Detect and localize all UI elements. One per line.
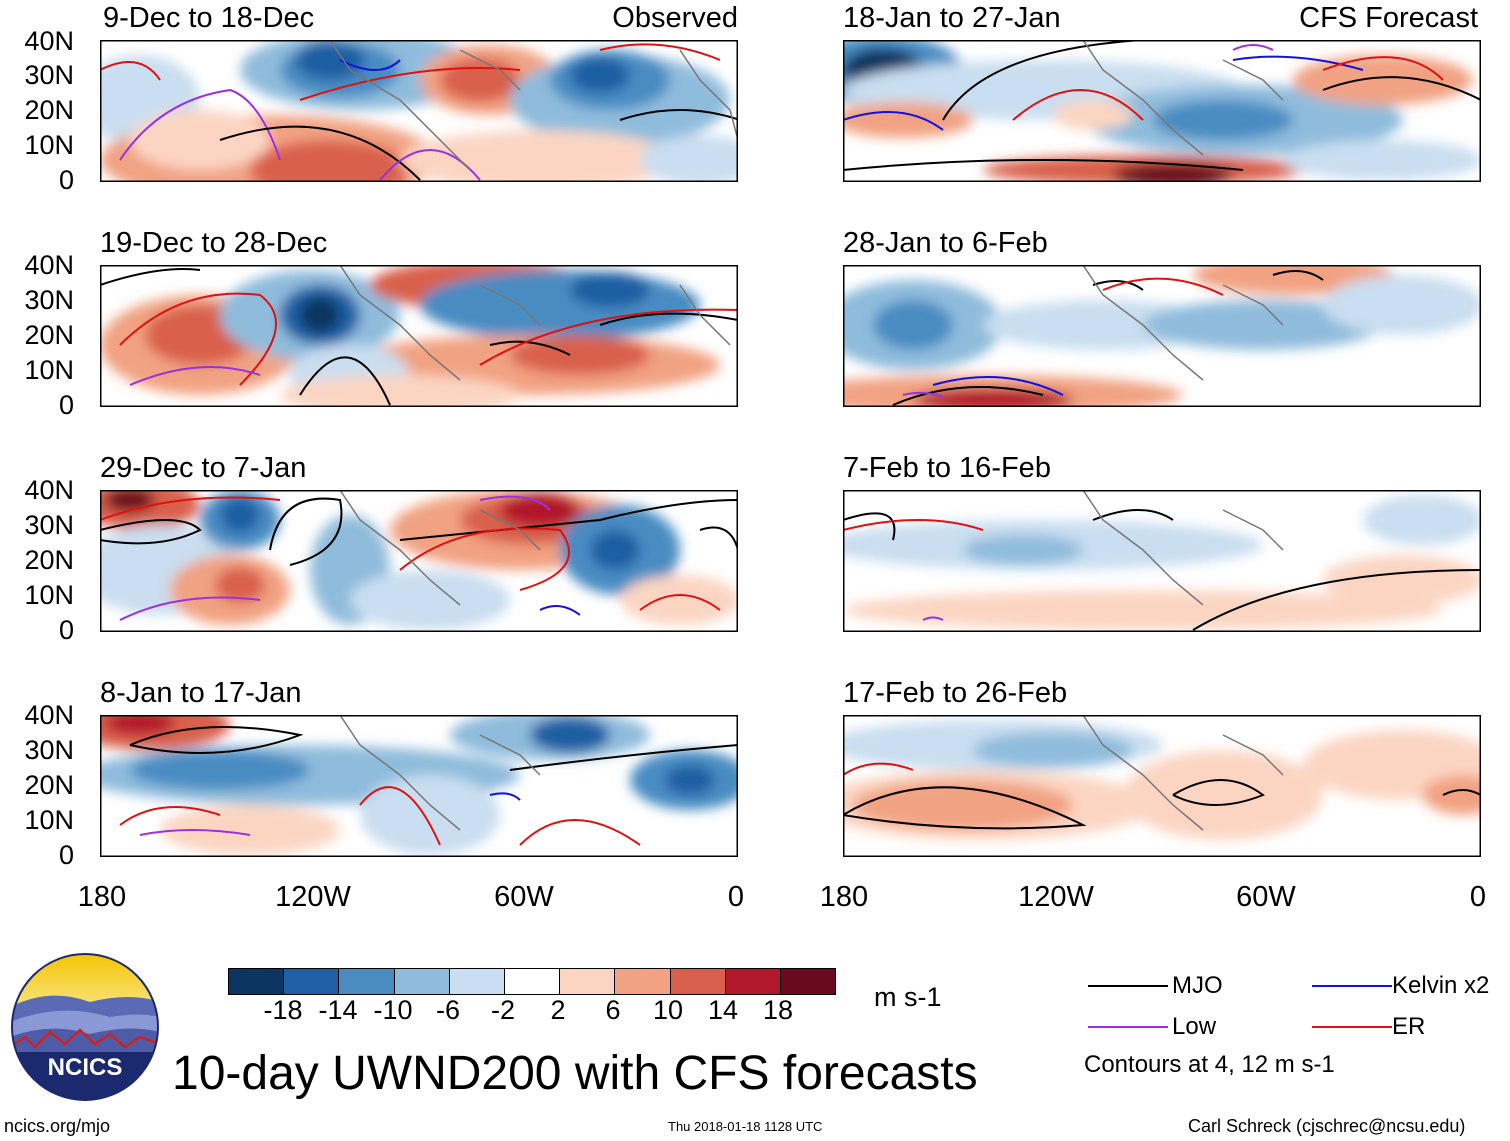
y-label-10n: 10N [24,355,74,385]
colorbar-swatch [503,969,560,994]
map-panel-left-1 [100,40,738,182]
y-label-0: 0 [58,840,74,870]
legend-line-mjo [1088,985,1168,987]
colorbar-label: -2 [490,995,515,1025]
colorbar-label: 18 [762,995,794,1025]
y-label-20n: 20N [24,545,74,575]
author-credit: Carl Schreck (cjschrec@ncsu.edu) [1188,1116,1466,1136]
y-label-40n: 40N [24,26,74,56]
colorbar-swatch [448,969,504,994]
map-panel-right-3 [843,490,1481,632]
map-panel-right-2 [843,265,1481,407]
colorbar-swatch [614,969,670,994]
y-label-10n: 10N [24,580,74,610]
legend-label-kelvin: Kelvin x2 [1392,972,1490,999]
x-label-0-left: 0 [727,881,745,913]
contour-note: Contours at 4, 12 m s-1 [1084,1051,1335,1078]
colorbar-swatch [338,969,394,994]
map-panel-right-4 [843,715,1481,857]
colorbar-swatch [283,969,339,994]
y-label-20n: 20N [24,770,74,800]
colorbar-label: 10 [652,995,684,1025]
y-label-10n: 10N [24,805,74,835]
map-panel-left-3 [100,490,738,632]
legend-label-mjo: MJO [1172,972,1223,999]
colorbar-label: 14 [707,995,739,1025]
cfs-forecast-label: CFS Forecast [1299,2,1478,34]
colorbar-label: 6 [605,995,621,1025]
panel-title-right-3: 7-Feb to 16-Feb [843,452,1051,484]
map-panel-left-2 [100,265,738,407]
x-label-0-right: 0 [1469,881,1487,913]
map-panel-left-4 [100,715,738,857]
panel-title-right-2: 28-Jan to 6-Feb [843,227,1048,259]
ncics-logo: NCICS [11,953,159,1101]
y-label-30n: 30N [24,735,74,765]
panel-title-right-1: 18-Jan to 27-Jan [843,2,1061,34]
colorbar-label: -18 [263,995,303,1025]
panel-title-left-1: 9-Dec to 18-Dec [103,2,315,34]
colorbar-label: -10 [373,995,413,1025]
y-label-20n: 20N [24,320,74,350]
colorbar-label: -6 [435,995,460,1025]
colorbar-swatch [559,969,615,994]
x-label-180-left: 180 [77,881,127,913]
x-label-120w-right: 120W [1018,881,1094,913]
legend-line-low [1088,1026,1168,1028]
observed-label: Observed [612,2,738,34]
x-label-60w-left: 60W [494,881,554,913]
colorbar-label: 2 [550,995,566,1025]
y-label-30n: 30N [24,60,74,90]
site-link[interactable]: ncics.org/mjo [4,1116,111,1136]
y-label-0: 0 [58,165,74,195]
legend-label-low: Low [1172,1013,1217,1040]
y-label-20n: 20N [24,95,74,125]
colorbar-swatch [393,969,449,994]
y-label-0: 0 [58,390,74,420]
panel-title-left-4: 8-Jan to 17-Jan [100,677,302,709]
y-label-40n: 40N [24,475,74,505]
figure-title: 10-day UWND200 with CFS forecasts [172,1047,978,1100]
y-label-30n: 30N [24,285,74,315]
x-label-60w-right: 60W [1236,881,1296,913]
map-panel-right-1 [843,40,1481,182]
panel-title-right-4: 17-Feb to 26-Feb [843,677,1068,709]
panel-title-left-2: 19-Dec to 28-Dec [100,227,328,259]
colorbar-label: -14 [318,995,358,1025]
timestamp: Thu 2018-01-18 1128 UTC [668,1119,823,1134]
colorbar-swatch [779,969,836,994]
x-label-120w-left: 120W [275,881,351,913]
y-label-10n: 10N [24,130,74,160]
legend-label-er: ER [1392,1013,1426,1040]
y-label-40n: 40N [24,250,74,280]
y-label-0: 0 [58,615,74,645]
colorbar-units: m s-1 [874,982,942,1012]
colorbar-swatch [229,969,284,994]
y-label-40n: 40N [24,700,74,730]
legend-line-er [1312,1026,1392,1028]
legend-line-kelvin [1312,985,1392,987]
colorbar-swatch [724,969,780,994]
y-label-30n: 30N [24,510,74,540]
x-label-180-right: 180 [819,881,869,913]
colorbar [228,968,836,995]
panel-title-left-3: 29-Dec to 7-Jan [100,452,307,484]
logo-text: NCICS [48,1054,123,1081]
colorbar-swatch [669,969,725,994]
